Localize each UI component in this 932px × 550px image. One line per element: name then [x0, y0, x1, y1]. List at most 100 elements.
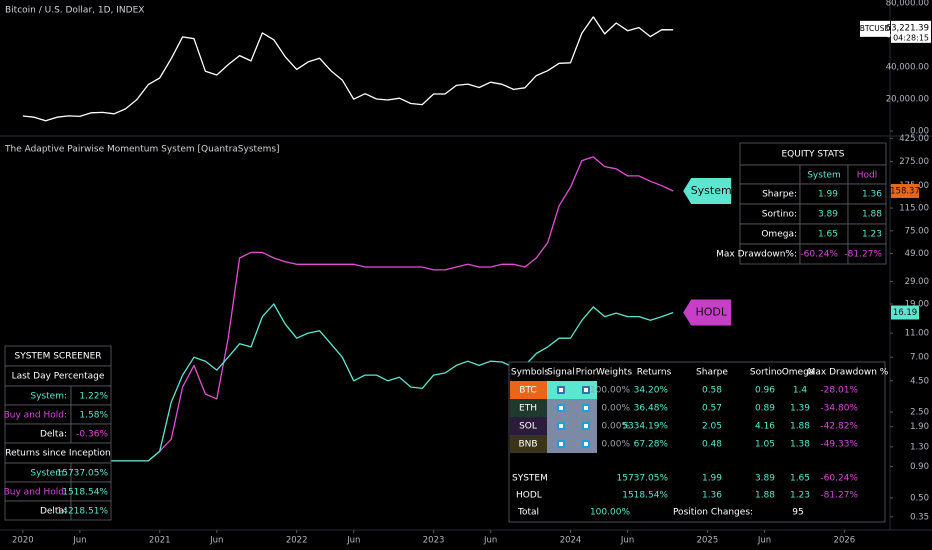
y-tick-label: 11.00 — [905, 329, 929, 339]
column-header: Max Drawdown % — [808, 368, 889, 378]
x-tick-label: Jun — [483, 536, 497, 546]
y-tick-label: 7.00 — [910, 353, 929, 363]
symbol-box — [860, 20, 890, 37]
chart-title: Bitcoin / U.S. Dollar, 1D, INDEX — [5, 6, 144, 16]
cell-value: 100.00% — [590, 386, 630, 396]
cell-value: 1.05 — [755, 440, 775, 450]
x-tick-label: 2024 — [560, 536, 582, 546]
cell-value: 36.48% — [634, 404, 669, 414]
y-tick-label: 0.00 — [910, 127, 929, 137]
y-tick-label: 1.30 — [910, 442, 929, 452]
row-label: Max Drawdown%: — [716, 250, 797, 260]
cell-value: 1518.54% — [62, 488, 108, 498]
y-tick-label: 1.90 — [910, 422, 929, 432]
symbol-cell — [510, 435, 547, 453]
y-tick-label: 29.00 — [905, 277, 929, 287]
x-tick-label: Jun — [72, 536, 86, 546]
column-header: Returns — [637, 368, 672, 378]
column-header: Omega — [782, 368, 815, 378]
cell-value: 1.38 — [790, 440, 810, 450]
row-label: System: — [30, 469, 67, 479]
cell-value: -28.01% — [820, 386, 858, 396]
signal-icon-mark — [559, 442, 563, 446]
last-value-label: 16.19 — [893, 308, 917, 318]
cell-value: -42.82% — [820, 422, 858, 432]
cell — [847, 243, 887, 265]
x-tick-label: 2022 — [286, 536, 308, 546]
cell-value: -60.24% — [820, 474, 858, 484]
signal-icon-mark — [584, 388, 588, 392]
y-tick-label: 0.90 — [910, 462, 929, 472]
series-tag-label: System — [691, 184, 732, 197]
symbol-label: BNB — [518, 440, 537, 450]
cell-value: 1.65 — [818, 230, 838, 240]
row-label: Buy and Hold: — [4, 411, 67, 421]
signal-icon-mark — [559, 406, 563, 410]
table-title: EQUITY STATS — [781, 150, 844, 160]
signal-cell — [547, 417, 597, 435]
cell — [739, 164, 801, 185]
cell-value: 1.22% — [79, 392, 108, 402]
y-tick-label: 49.00 — [905, 249, 929, 259]
row-label: Sortino: — [762, 210, 797, 220]
cell-value: 0.57 — [702, 404, 722, 414]
signal-cell — [547, 435, 597, 453]
symbol-cell — [510, 399, 547, 417]
y-tick-label: 2.50 — [910, 408, 929, 418]
symbol-cell — [510, 417, 547, 435]
cell-value: 3.89 — [818, 210, 838, 220]
cell-value: 0.00% — [601, 422, 630, 432]
row-label: Delta: — [40, 430, 67, 440]
x-tick-label: Jun — [757, 536, 771, 546]
symbol-label: BTCUSD — [860, 24, 891, 33]
y-tick-label: 19.00 — [905, 299, 929, 309]
cell-value: 0.48 — [702, 440, 722, 450]
symbol-label: ETH — [519, 404, 537, 414]
column-header: Sharpe — [696, 368, 728, 378]
row-label: Total — [517, 508, 539, 518]
series-tag — [683, 177, 732, 204]
table-title: SYSTEM SCREENER — [14, 352, 101, 362]
column-header: System — [807, 171, 841, 181]
cell-value: -60.24% — [800, 250, 838, 260]
signal-icon-mark — [584, 424, 588, 428]
countdown-label: 04:28:15 — [893, 33, 929, 42]
column-header: Symbols — [511, 368, 550, 378]
x-tick-label: Jun — [620, 536, 634, 546]
signal-cell — [547, 381, 597, 399]
cell-value: 2.05 — [702, 422, 722, 432]
section-title: Last Day Percentage — [12, 372, 105, 382]
cell-value: 15737.05% — [617, 474, 669, 484]
cell-value: 34.20% — [634, 386, 669, 396]
row-label: System: — [30, 392, 67, 402]
cell-value: 5334.19% — [622, 422, 668, 432]
y-tick-label: 75.00 — [905, 226, 929, 236]
cell-value: 1.65 — [790, 474, 810, 484]
cell-value: 0.00% — [601, 404, 630, 414]
y-tick-label: 20,000.00 — [886, 95, 929, 105]
cell-value: 1.39 — [790, 404, 810, 414]
cell-value: 1.99 — [702, 474, 722, 484]
row-label: Sharpe: — [762, 190, 797, 200]
last-value-box — [891, 183, 919, 198]
y-tick-label: 0.50 — [910, 493, 929, 503]
cell-value: 3.89 — [755, 474, 775, 484]
cell-value: 14218.51% — [57, 507, 109, 517]
cell-value: 67.28% — [634, 440, 669, 450]
x-tick-label: Jun — [209, 536, 223, 546]
cell-value: 1518.54% — [622, 491, 668, 501]
cell-value: 4.16 — [755, 422, 775, 432]
price-label: 63,221.39 — [886, 23, 929, 33]
cell-value: 1.36 — [862, 190, 882, 200]
symbol-cell — [510, 381, 547, 399]
cell-value: -0.36% — [76, 430, 108, 440]
indicator-title: The Adaptive Pairwise Momentum System [Q… — [4, 145, 280, 155]
cell-value: -34.80% — [820, 404, 858, 414]
cell-value: 1.4 — [793, 386, 808, 396]
y-tick-label: 80,000.00 — [886, 0, 929, 9]
price-box — [891, 20, 931, 43]
y-tick-label: 425.00 — [899, 134, 929, 144]
y-tick-label: 4.50 — [910, 376, 929, 386]
column-header: Signal — [547, 368, 575, 378]
